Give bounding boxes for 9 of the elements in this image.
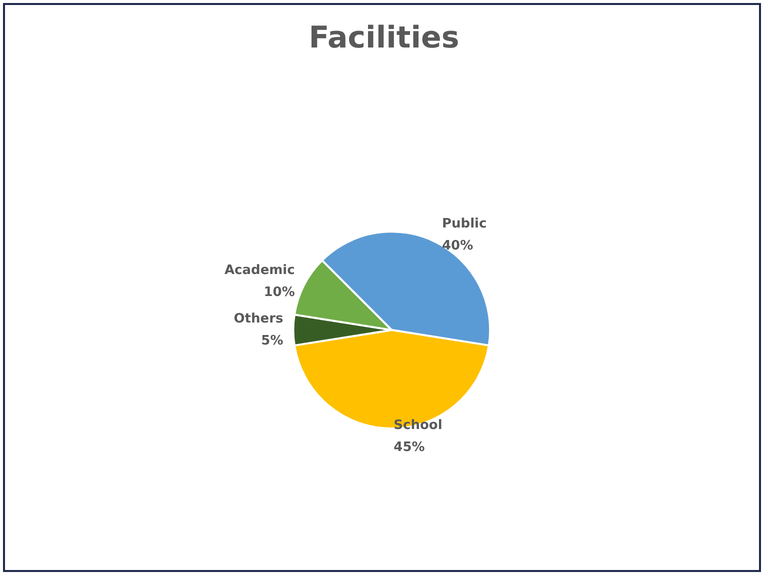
data-label: 45% [394,440,425,455]
slice-label: School [394,418,442,433]
slice-label: Academic [224,263,295,278]
data-label: 5% [261,334,284,349]
data-label: 10% [264,285,295,300]
slice-label: Others [234,312,284,327]
slice-label: Public [442,216,487,232]
chart-title: Facilities [308,20,460,56]
data-label: 40% [442,238,474,254]
